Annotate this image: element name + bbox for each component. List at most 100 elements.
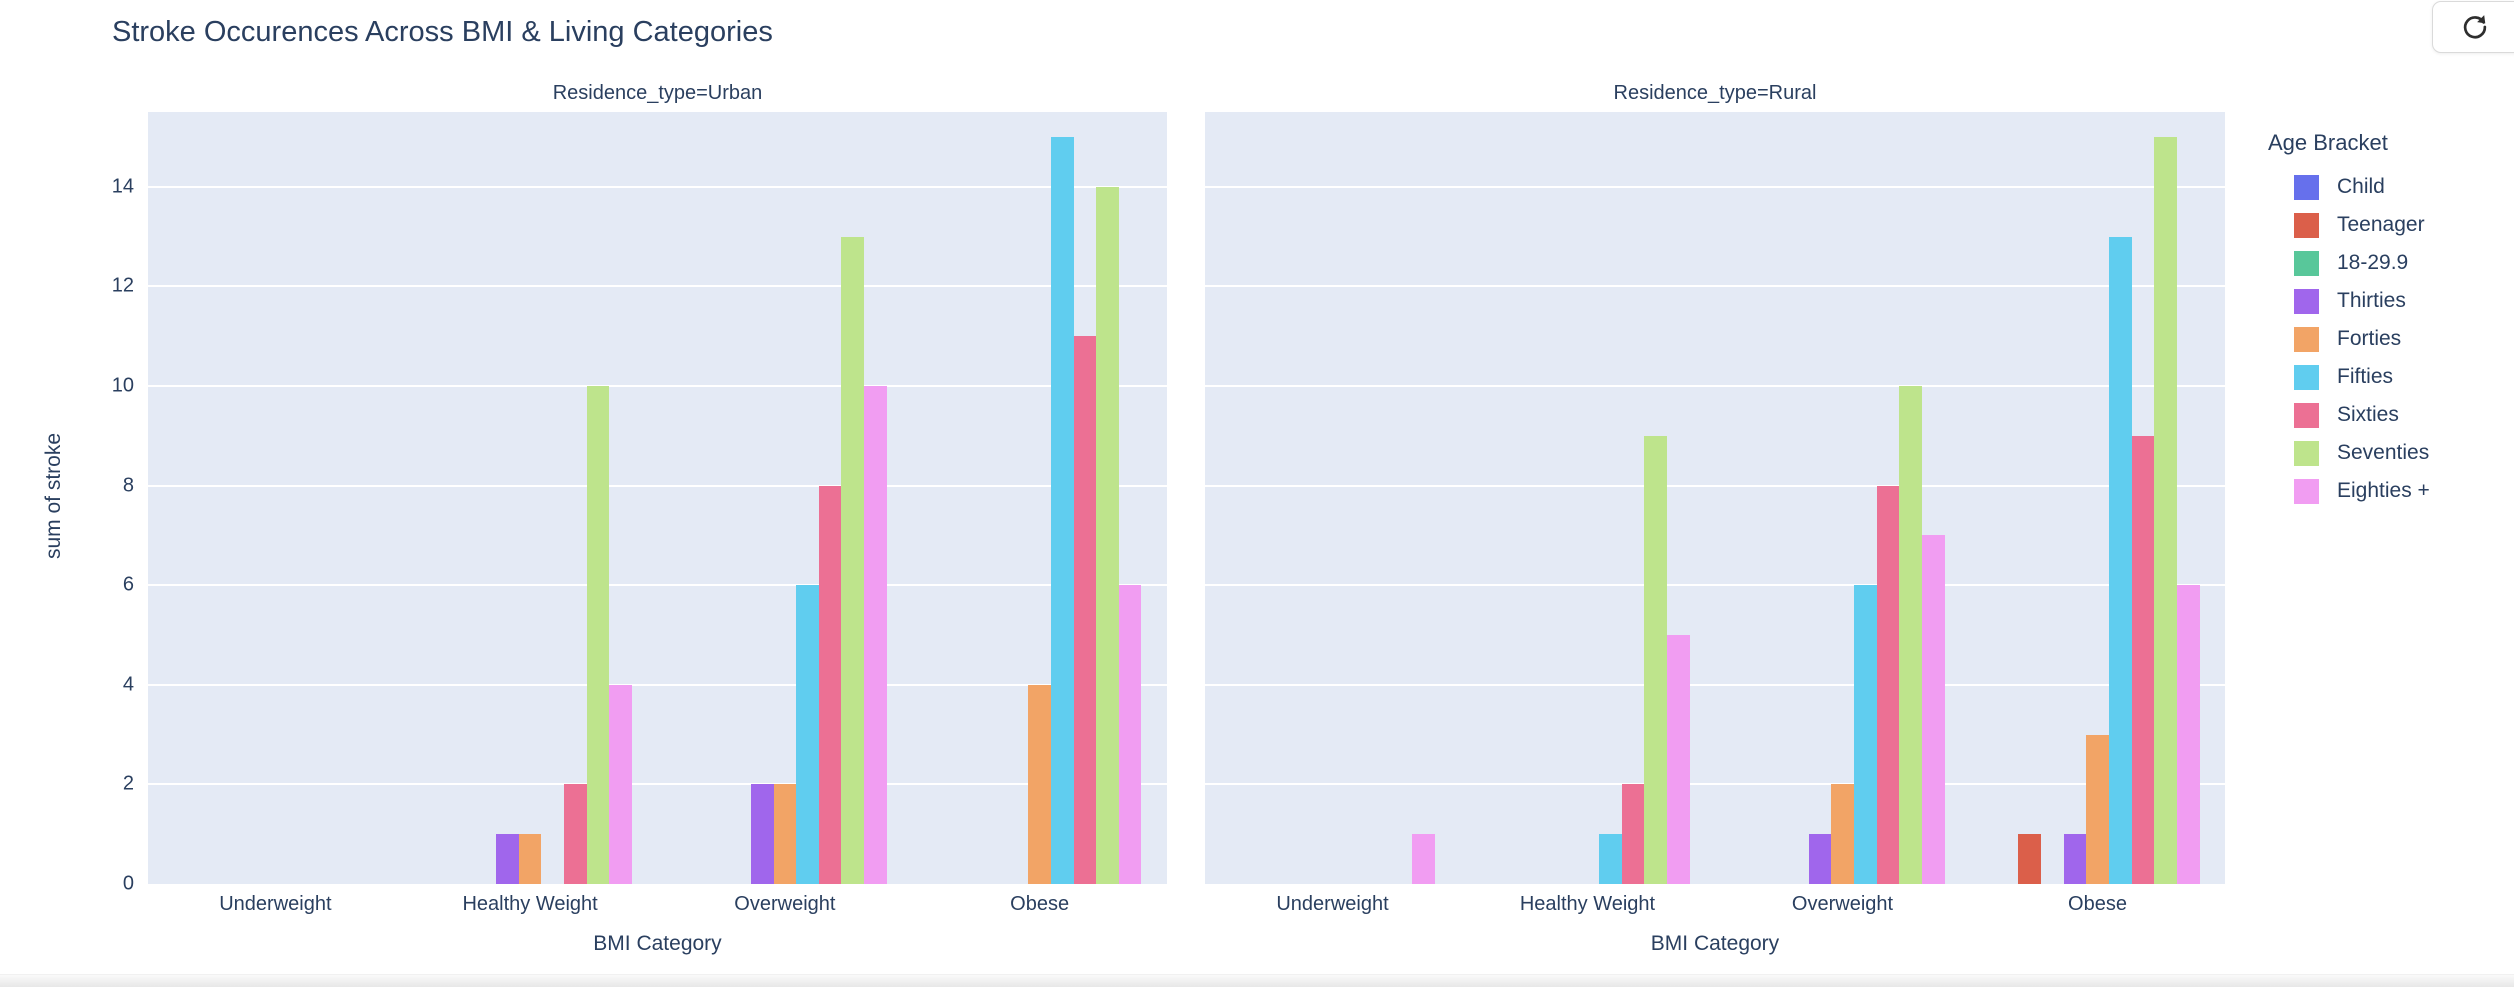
gridline	[148, 783, 1167, 786]
bar-eighties[interactable]	[1118, 585, 1142, 884]
x-tick-label: Healthy Weight	[462, 893, 598, 915]
legend-label: Thirties	[2337, 289, 2406, 312]
legend-swatch	[2294, 326, 2319, 352]
legend-label: Fifties	[2337, 365, 2394, 388]
legend-label: Sixties	[2337, 403, 2399, 426]
chart-title: Stroke Occurences Across BMI & Living Ca…	[112, 16, 773, 48]
bar-forties[interactable]	[518, 834, 542, 884]
bars-urban	[148, 112, 1167, 884]
legend-item-fifties[interactable]: Fifties	[2268, 358, 2514, 396]
y-tick-label: 6	[122, 573, 134, 596]
plot-area-rural[interactable]	[1205, 112, 2225, 884]
bar-fifties[interactable]	[1853, 585, 1877, 884]
facet-rural: Residence_type=Rural Underweight Healthy …	[1205, 82, 2225, 955]
bar-group	[1460, 112, 1715, 884]
bar-sixties[interactable]	[1621, 784, 1645, 884]
bar-seventies[interactable]	[1899, 385, 1922, 884]
bar-sixties[interactable]	[1876, 485, 1900, 884]
bar-fifties[interactable]	[1598, 834, 1622, 884]
legend-label: Forties	[2337, 327, 2402, 350]
legend-item-18-29-9[interactable]: 18-29.9	[2268, 244, 2514, 282]
y-tick-label: 2	[122, 772, 134, 795]
bar-fifties[interactable]	[796, 585, 819, 884]
bars-rural	[1205, 112, 2225, 884]
gridline	[148, 584, 1167, 587]
legend-item-teenager[interactable]: Teenager	[2268, 206, 2514, 244]
gridline	[1205, 683, 2225, 686]
bar-eighties[interactable]	[1921, 535, 1945, 884]
bar-fifties[interactable]	[1050, 136, 1074, 884]
bar-seventies[interactable]	[1644, 435, 1667, 884]
refresh-icon	[2463, 15, 2487, 39]
x-axis-title-rural: BMI Category	[1650, 932, 1780, 955]
bar-thirties[interactable]	[496, 834, 519, 884]
bar-seventies[interactable]	[841, 236, 865, 884]
x-axis-ticks-urban: Underweight Healthy Weight Overweight Obese	[148, 884, 1167, 916]
bar-forties[interactable]	[1831, 784, 1854, 884]
legend-item-forties[interactable]: Forties	[2268, 320, 2514, 358]
bar-thirties[interactable]	[750, 784, 774, 884]
legend-label: Seventies	[2337, 441, 2430, 464]
legend-item-child[interactable]: Child	[2268, 168, 2514, 206]
bar-fifties[interactable]	[2108, 236, 2132, 884]
bar-seventies[interactable]	[1096, 186, 1119, 884]
bar-thirties[interactable]	[2063, 834, 2087, 884]
legend-swatch	[2294, 478, 2319, 504]
legend-swatch	[2294, 440, 2319, 466]
bar-sixties[interactable]	[818, 485, 842, 884]
gridline	[148, 185, 1167, 188]
plot-area-urban[interactable]	[148, 112, 1167, 884]
legend-label: 18-29.9	[2337, 251, 2409, 274]
legend-label: Teenager	[2337, 213, 2425, 236]
bar-forties[interactable]	[2086, 734, 2109, 884]
bar-teenager[interactable]	[2018, 834, 2041, 884]
bar-group	[403, 112, 658, 884]
legend-item-thirties[interactable]: Thirties	[2268, 282, 2514, 320]
legend-label: Child	[2337, 175, 2385, 198]
y-tick-label: 14	[111, 175, 134, 198]
bar-sixties[interactable]	[564, 784, 587, 884]
bar-sixties[interactable]	[2131, 435, 2155, 884]
y-tick-label: 0	[122, 872, 134, 895]
bar-eighties[interactable]	[609, 684, 632, 884]
legend-item-sixties[interactable]: Sixties	[2268, 396, 2514, 434]
bar-forties[interactable]	[773, 784, 797, 884]
bar-group	[1715, 112, 1970, 884]
legend-label: Eighties +	[2337, 479, 2430, 502]
legend-item-eighties[interactable]: Eighties +	[2268, 472, 2514, 510]
refresh-button[interactable]	[2432, 1, 2514, 53]
y-tick-label: 8	[122, 474, 134, 497]
y-axis-ticks: 0 2 4 6 8 10 12 14	[0, 112, 141, 894]
bar-sixties[interactable]	[1073, 336, 1097, 884]
x-axis-title-urban: BMI Category	[593, 932, 722, 955]
bar-seventies[interactable]	[586, 385, 610, 884]
bar-group	[658, 112, 913, 884]
facet-title-urban: Residence_type=Urban	[552, 82, 763, 104]
gridline	[1205, 384, 2225, 387]
legend-swatch	[2294, 250, 2319, 276]
bar-eighties[interactable]	[1411, 834, 1435, 884]
page-bottom-edge	[0, 974, 2514, 987]
legend-item-seventies[interactable]: Seventies	[2268, 434, 2514, 472]
x-tick-label: Overweight	[1791, 893, 1894, 915]
bar-group	[148, 112, 403, 884]
bar-eighties[interactable]	[1666, 634, 1690, 884]
bar-forties[interactable]	[1028, 684, 1051, 884]
facet-urban: Residence_type=Urban Underweight Healthy …	[148, 82, 1167, 955]
bar-group	[912, 112, 1167, 884]
bar-seventies[interactable]	[2154, 136, 2177, 884]
legend-items: Child Teenager 18-29.9 Thirties Forties Fifti…	[2268, 168, 2514, 510]
y-tick-label: 10	[111, 374, 134, 397]
bar-thirties[interactable]	[1808, 834, 1832, 884]
legend-swatch	[2294, 402, 2319, 428]
gridline	[148, 384, 1167, 387]
x-tick-label: Obese	[1010, 893, 1070, 915]
bar-eighties[interactable]	[864, 385, 887, 884]
x-tick-label: Underweight	[219, 893, 332, 915]
legend-swatch	[2294, 288, 2319, 314]
x-tick-label: Underweight	[1276, 893, 1389, 915]
bar-eighties[interactable]	[2176, 585, 2200, 884]
gridline	[148, 683, 1167, 686]
gridline	[1205, 185, 2225, 188]
